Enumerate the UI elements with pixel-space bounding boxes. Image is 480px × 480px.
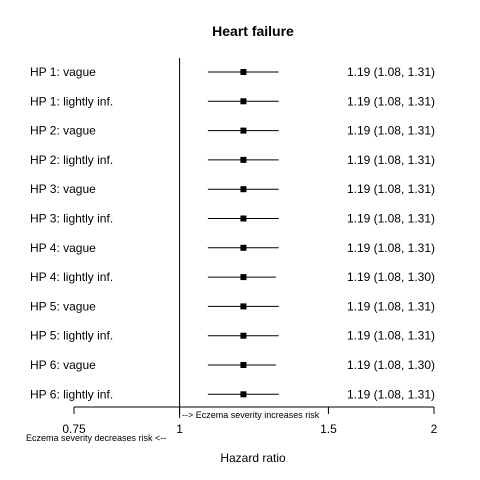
x-axis: 0.75 1 1.5 2 xyxy=(62,406,438,436)
row-estimate-text: 1.19 (1.08, 1.31) xyxy=(347,182,435,196)
row-label: HP 4: lightly inf. xyxy=(30,270,113,284)
x-tick-label: 1 xyxy=(176,422,183,436)
rows-layer: HP 1: vague 1.19 (1.08, 1.31)HP 1: lightl… xyxy=(30,65,435,401)
row-estimate-text: 1.19 (1.08, 1.31) xyxy=(347,387,435,401)
forest-row: HP 1: vague 1.19 (1.08, 1.31) xyxy=(30,65,435,79)
x-tick-label: 2 xyxy=(431,422,438,436)
row-estimate-text: 1.19 (1.08, 1.31) xyxy=(347,299,435,313)
point-estimate xyxy=(240,156,247,163)
forest-row: HP 2: vague 1.19 (1.08, 1.31) xyxy=(30,124,435,138)
point-estimate xyxy=(240,303,247,310)
forest-row: HP 1: lightly inf. 1.19 (1.08, 1.31) xyxy=(30,94,435,108)
row-estimate-text: 1.19 (1.08, 1.31) xyxy=(347,212,435,226)
point-estimate xyxy=(240,244,247,251)
row-label: HP 3: lightly inf. xyxy=(30,212,113,226)
row-estimate-text: 1.19 (1.08, 1.31) xyxy=(347,241,435,255)
point-estimate xyxy=(240,332,247,339)
row-label: HP 1: vague xyxy=(30,65,96,79)
row-estimate-text: 1.19 (1.08, 1.31) xyxy=(347,124,435,138)
row-label: HP 5: lightly inf. xyxy=(30,329,113,343)
row-label: HP 6: lightly inf. xyxy=(30,387,113,401)
x-tick-label: 1.5 xyxy=(320,422,337,436)
point-estimate xyxy=(240,391,247,398)
annotation-increases-risk: --> Eczema severity increases risk xyxy=(182,410,320,420)
row-label: HP 5: vague xyxy=(30,299,96,313)
forest-row: HP 5: lightly inf. 1.19 (1.08, 1.31) xyxy=(30,329,435,343)
point-estimate xyxy=(240,98,247,105)
row-estimate-text: 1.19 (1.08, 1.31) xyxy=(347,153,435,167)
point-estimate xyxy=(240,186,247,193)
row-label: HP 2: lightly inf. xyxy=(30,153,113,167)
row-estimate-text: 1.19 (1.08, 1.30) xyxy=(347,270,435,284)
row-estimate-text: 1.19 (1.08, 1.31) xyxy=(347,94,435,108)
row-label: HP 3: vague xyxy=(30,182,96,196)
x-axis-label: Hazard ratio xyxy=(220,451,286,465)
forest-row: HP 3: vague 1.19 (1.08, 1.31) xyxy=(30,182,435,196)
point-estimate xyxy=(240,127,247,134)
point-estimate xyxy=(240,274,247,281)
forest-row: HP 2: lightly inf. 1.19 (1.08, 1.31) xyxy=(30,153,435,167)
forest-row: HP 6: vague 1.19 (1.08, 1.30) xyxy=(30,358,435,372)
x-tick-label: 0.75 xyxy=(62,422,86,436)
point-estimate xyxy=(240,362,247,368)
row-label: HP 6: vague xyxy=(30,358,96,372)
forest-row: HP 4: vague 1.19 (1.08, 1.31) xyxy=(30,241,435,255)
row-label: HP 4: vague xyxy=(30,241,96,255)
point-estimate xyxy=(240,215,247,222)
forest-row: HP 4: lightly inf. 1.19 (1.08, 1.30) xyxy=(30,270,435,284)
row-estimate-text: 1.19 (1.08, 1.31) xyxy=(347,65,435,79)
row-label: HP 1: lightly inf. xyxy=(30,94,113,108)
forest-row: HP 3: lightly inf. 1.19 (1.08, 1.31) xyxy=(30,212,435,226)
row-estimate-text: 1.19 (1.08, 1.31) xyxy=(347,329,435,343)
forest-row: HP 5: vague 1.19 (1.08, 1.31) xyxy=(30,299,435,313)
point-estimate xyxy=(240,69,247,75)
row-estimate-text: 1.19 (1.08, 1.30) xyxy=(347,358,435,372)
forest-row: HP 6: lightly inf. 1.19 (1.08, 1.31) xyxy=(30,387,435,401)
chart-title: Heart failure xyxy=(212,23,294,39)
annotation-decreases-risk: Eczema severity decreases risk <-- xyxy=(26,433,166,443)
row-label: HP 2: vague xyxy=(30,124,96,138)
